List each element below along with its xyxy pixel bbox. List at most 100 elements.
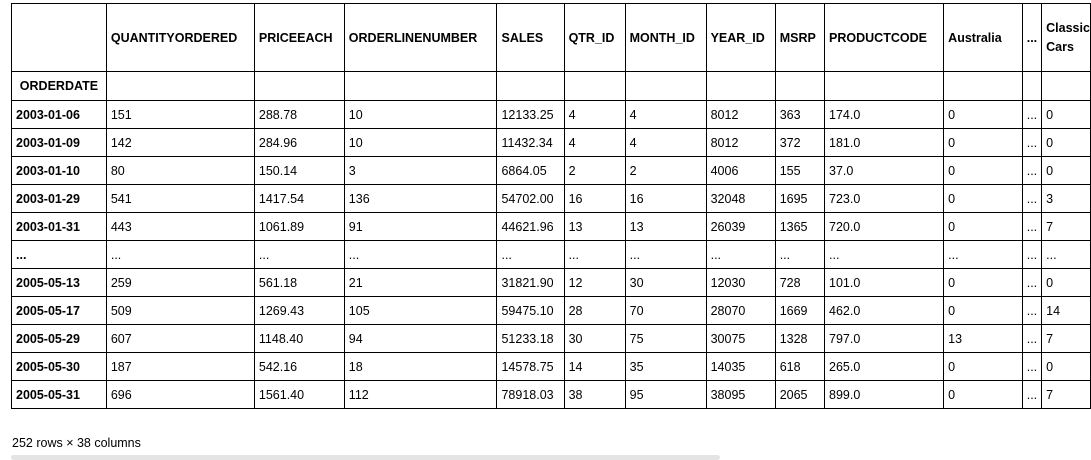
table-cell: 14 <box>563 352 626 381</box>
index-name-row: ORDERDATE <box>11 71 1091 101</box>
table-cell: 0 <box>943 128 1023 157</box>
table-cell: 7 <box>1041 212 1091 241</box>
table-cell: 1365 <box>774 212 826 241</box>
table-cell: 11432.34 <box>496 128 565 157</box>
table-cell: 2065 <box>774 380 826 409</box>
table-cell: 541 <box>105 184 255 213</box>
table-cell: ... <box>253 240 345 269</box>
table-cell: 284.96 <box>253 128 345 157</box>
table-cell: 12133.25 <box>496 100 565 129</box>
table-cell: 75 <box>624 324 707 353</box>
table-row: 2003-01-31 443 1061.89 91 44621.96 13 13 26039 1… <box>11 212 1091 241</box>
table-cell: 0 <box>1041 156 1091 185</box>
table-cell: ... <box>705 240 776 269</box>
horizontal-scrollbar[interactable] <box>11 455 720 460</box>
table-cell: ... <box>105 240 255 269</box>
table-cell: 28 <box>563 296 626 325</box>
table-cell: 12030 <box>705 268 776 297</box>
column-header: ORDERLINENUMBER <box>343 3 498 72</box>
table-cell: 542.16 <box>253 352 345 381</box>
table-cell: ... <box>774 240 826 269</box>
table-cell: 0 <box>943 156 1023 185</box>
column-header: Classic Cars <box>1041 3 1091 72</box>
table-cell: 4 <box>563 128 626 157</box>
shape-footer: 252 rows × 38 columns <box>12 436 141 450</box>
table-cell: 4006 <box>705 156 776 185</box>
table-cell: 797.0 <box>824 324 945 353</box>
table-cell: 16 <box>624 184 707 213</box>
table-cell: 0 <box>1041 128 1091 157</box>
table-cell: 0 <box>943 296 1023 325</box>
table-cell: 4 <box>563 100 626 129</box>
table-cell: ... <box>563 240 626 269</box>
table-cell: 0 <box>1041 100 1091 129</box>
table-cell: 288.78 <box>253 100 345 129</box>
table-cell: 150.14 <box>253 156 345 185</box>
table-cell: 101.0 <box>824 268 945 297</box>
table-cell: 16 <box>563 184 626 213</box>
dataframe-container[interactable]: QUANTITYORDERED PRICEEACH ORDERLINENUMBE… <box>11 3 1091 409</box>
table-cell: 899.0 <box>824 380 945 409</box>
table-cell: 1695 <box>774 184 826 213</box>
table-cell: 136 <box>343 184 498 213</box>
column-header: QTR_ID <box>563 3 626 72</box>
table-row: 2003-01-06 151 288.78 10 12133.25 4 4 8012 363 17… <box>11 100 1091 129</box>
table-cell: 696 <box>105 380 255 409</box>
table-cell: 1269.43 <box>253 296 345 325</box>
table-cell: 6864.05 <box>496 156 565 185</box>
table-cell: 30 <box>624 268 707 297</box>
table-cell: 38095 <box>705 380 776 409</box>
table-cell: 21 <box>343 268 498 297</box>
ellipsis-cell: ... <box>1021 352 1043 381</box>
table-cell: 2 <box>563 156 626 185</box>
table-cell: 142 <box>105 128 255 157</box>
table-cell: 80 <box>105 156 255 185</box>
table-cell: 462.0 <box>824 296 945 325</box>
table-cell: 509 <box>105 296 255 325</box>
row-index: 2003-01-10 <box>11 156 107 185</box>
table-cell: 18 <box>343 352 498 381</box>
table-cell: 0 <box>943 352 1023 381</box>
table-cell: 151 <box>105 100 255 129</box>
table-cell: 0 <box>943 268 1023 297</box>
table-cell: 0 <box>1041 352 1091 381</box>
table-cell: 91 <box>343 212 498 241</box>
table-cell: ... <box>1041 240 1091 269</box>
table-cell: 4 <box>624 100 707 129</box>
table-cell: 28070 <box>705 296 776 325</box>
column-header: QUANTITYORDERED <box>105 3 255 72</box>
column-header-row: QUANTITYORDERED PRICEEACH ORDERLINENUMBE… <box>11 3 1091 72</box>
table-cell: 728 <box>774 268 826 297</box>
table-cell: 54702.00 <box>496 184 565 213</box>
table-cell: ... <box>943 240 1023 269</box>
table-cell: 181.0 <box>824 128 945 157</box>
table-cell: 12 <box>563 268 626 297</box>
table-cell: 13 <box>624 212 707 241</box>
table-row: 2005-05-31 696 1561.40 112 78918.03 38 95 38095… <box>11 380 1091 409</box>
table-cell: 3 <box>1041 184 1091 213</box>
table-cell: 70 <box>624 296 707 325</box>
row-index: 2005-05-13 <box>11 268 107 297</box>
row-index: 2003-01-31 <box>11 212 107 241</box>
ellipsis-cell: ... <box>1021 100 1043 129</box>
table-cell: 561.18 <box>253 268 345 297</box>
row-index: ... <box>11 240 107 269</box>
row-index: 2005-05-17 <box>11 296 107 325</box>
table-cell: 13 <box>943 324 1023 353</box>
table-row: ....................................... <box>11 240 1091 269</box>
table-cell: 1417.54 <box>253 184 345 213</box>
table-cell: 31821.90 <box>496 268 565 297</box>
table-cell: ... <box>343 240 498 269</box>
table-cell: 7 <box>1041 380 1091 409</box>
column-header: PRICEEACH <box>253 3 345 72</box>
table-cell: 94 <box>343 324 498 353</box>
table-cell: 78918.03 <box>496 380 565 409</box>
dataframe-table: QUANTITYORDERED PRICEEACH ORDERLINENUMBE… <box>11 3 1091 409</box>
table-cell: ... <box>824 240 945 269</box>
table-cell: 7 <box>1041 324 1091 353</box>
table-cell: 0 <box>1041 268 1091 297</box>
ellipsis-cell: ... <box>1021 268 1043 297</box>
table-cell: 13 <box>563 212 626 241</box>
table-cell: 8012 <box>705 128 776 157</box>
table-cell: 14035 <box>705 352 776 381</box>
